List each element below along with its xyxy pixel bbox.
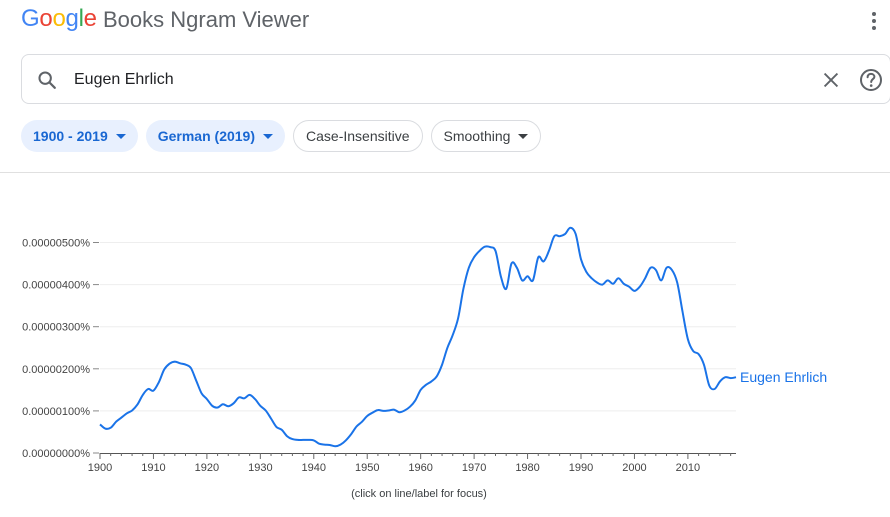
x-tick-label: 1910 — [141, 462, 165, 474]
x-tick-label: 1970 — [462, 462, 486, 474]
search-input[interactable] — [74, 67, 774, 93]
year-range-dropdown[interactable]: 1900 - 2019 — [21, 120, 138, 152]
smoothing-label: Smoothing — [443, 128, 511, 144]
app-title: Books Ngram Viewer — [103, 7, 310, 32]
ngram-chart: 0.00000000% 0.00000100% 0.00000200% 0.00000… — [0, 173, 890, 517]
logo-letter: l — [78, 5, 84, 32]
focus-hint: (click on line/label for focus) — [351, 488, 487, 500]
x-tick-label: 1900 — [88, 462, 112, 474]
close-icon[interactable] — [820, 69, 842, 91]
case-insensitive-toggle[interactable]: Case-Insensitive — [293, 120, 423, 152]
x-tick-label: 2000 — [622, 462, 646, 474]
logo-letter: e — [83, 5, 97, 32]
year-range-label: 1900 - 2019 — [33, 128, 108, 144]
x-tick-label: 1930 — [248, 462, 272, 474]
chart-svg: 0.00000000% 0.00000100% 0.00000200% 0.00000… — [22, 226, 827, 474]
y-axis: 0.00000000% 0.00000100% 0.00000200% 0.00000… — [22, 238, 99, 460]
x-tick-label: 1920 — [195, 462, 219, 474]
logo-letter: g — [65, 5, 79, 32]
y-tick-label: 0.00000400% — [22, 280, 90, 292]
y-tick-label: 0.00000000% — [22, 448, 90, 460]
divider — [0, 172, 890, 173]
y-tick-label: 0.00000100% — [22, 406, 90, 418]
y-tick-label: 0.00000500% — [22, 238, 90, 250]
y-tick-label: 0.00000200% — [22, 364, 90, 376]
y-tick-label: 0.00000300% — [22, 322, 90, 334]
case-label: Case-Insensitive — [306, 128, 410, 144]
series-layer: Eugen Ehrlich — [99, 226, 827, 448]
logo-letter: G — [21, 5, 40, 32]
filter-bar: 1900 - 2019 German (2019) Case-Insensiti… — [21, 120, 542, 152]
more-vert-icon[interactable] — [866, 12, 882, 34]
caret-down-icon — [263, 133, 274, 139]
menu-dot — [872, 19, 876, 23]
logo-letter: o — [52, 5, 66, 32]
x-tick-label: 1960 — [408, 462, 432, 474]
google-logo[interactable]: Google — [21, 5, 97, 33]
caret-down-icon — [518, 133, 529, 139]
menu-dot — [872, 12, 876, 16]
series-line-eugen-ehrlich[interactable] — [99, 226, 737, 448]
grid-layer — [100, 242, 736, 412]
smoothing-dropdown[interactable]: Smoothing — [430, 120, 542, 152]
search-icon[interactable] — [36, 69, 58, 91]
app-header: Google Books Ngram Viewer — [0, 0, 890, 44]
x-tick-label: 1950 — [355, 462, 379, 474]
x-tick-label: 1990 — [569, 462, 593, 474]
series-label[interactable]: Eugen Ehrlich — [740, 369, 827, 385]
logo-letter: o — [39, 5, 53, 32]
help-icon[interactable] — [858, 67, 884, 93]
x-tick-label: 1940 — [302, 462, 326, 474]
x-tick-label: 2010 — [676, 462, 700, 474]
x-tick-label: 1980 — [515, 462, 539, 474]
x-axis: 1900 1910 1920 1930 1940 1950 1960 1970 1980 1990… — [88, 453, 736, 474]
corpus-dropdown[interactable]: German (2019) — [145, 120, 286, 152]
menu-dot — [872, 26, 876, 30]
search-bar — [21, 54, 890, 104]
caret-down-icon — [115, 133, 126, 139]
corpus-label: German (2019) — [157, 128, 256, 144]
